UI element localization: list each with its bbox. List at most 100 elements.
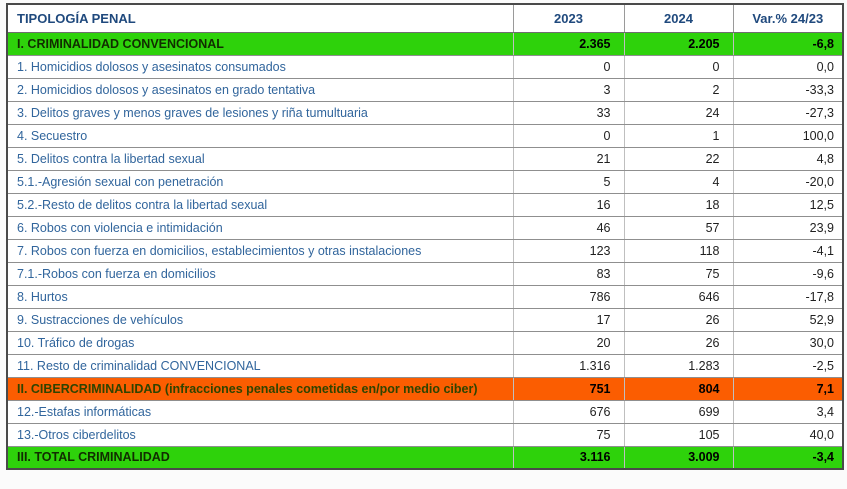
value-2023: 3 [513,78,625,102]
row-label: 3. Delitos graves y menos graves de lesi… [7,101,514,125]
value-2023: 75 [513,423,625,447]
value-2024: 699 [624,400,734,424]
value-2024: 24 [624,101,734,125]
column-header-2023: 2023 [513,4,625,33]
table-row: 1. Homicidios dolosos y asesinatos consu… [7,55,844,79]
value-2024: 22 [624,147,734,171]
value-2024: 804 [624,377,734,401]
value-2023: 33 [513,101,625,125]
value-2023: 16 [513,193,625,217]
value-var-percent: -9,6 [733,262,844,286]
value-var-percent: 23,9 [733,216,844,240]
value-var-percent: 7,1 [733,377,844,401]
row-label: 8. Hurtos [7,285,514,309]
value-2024: 105 [624,423,734,447]
table-row: 4. Secuestro 0 1 100,0 [7,124,844,148]
value-2024: 118 [624,239,734,263]
table-row: 13.-Otros ciberdelitos 75 105 40,0 [7,423,844,447]
value-2023: 676 [513,400,625,424]
value-2024: 26 [624,308,734,332]
value-2024: 4 [624,170,734,194]
value-2024: 57 [624,216,734,240]
table-row: 12.-Estafas informáticas 676 699 3,4 [7,400,844,424]
row-label: 2. Homicidios dolosos y asesinatos en gr… [7,78,514,102]
value-var-percent: 0,0 [733,55,844,79]
value-var-percent: 4,8 [733,147,844,171]
header-row: TIPOLOGÍA PENAL 2023 2024 Var.% 24/23 [7,4,844,33]
value-var-percent: 3,4 [733,400,844,424]
table-row: III. TOTAL CRIMINALIDAD 3.116 3.009 -3,4 [7,446,844,470]
value-2023: 20 [513,331,625,355]
row-label: II. CIBERCRIMINALIDAD (infracciones pena… [7,377,514,401]
row-label: 5.2.-Resto de delitos contra la libertad… [7,193,514,217]
row-label: 6. Robos con violencia e intimidación [7,216,514,240]
crime-typology-table: TIPOLOGÍA PENAL 2023 2024 Var.% 24/23 I.… [6,3,844,470]
value-var-percent: 12,5 [733,193,844,217]
table-row: 10. Tráfico de drogas 20 26 30,0 [7,331,844,355]
row-label: 11. Resto de criminalidad CONVENCIONAL [7,354,514,378]
row-label: 5. Delitos contra la libertad sexual [7,147,514,171]
value-2023: 0 [513,55,625,79]
row-label: 12.-Estafas informáticas [7,400,514,424]
value-2024: 0 [624,55,734,79]
table-body: I. CRIMINALIDAD CONVENCIONAL 2.365 2.205… [7,32,844,470]
row-label: 5.1.-Agresión sexual con penetración [7,170,514,194]
value-2024: 18 [624,193,734,217]
row-label: 7.1.-Robos con fuerza en domicilios [7,262,514,286]
table-row: 2. Homicidios dolosos y asesinatos en gr… [7,78,844,102]
value-2023: 3.116 [513,446,625,470]
row-label: 1. Homicidios dolosos y asesinatos consu… [7,55,514,79]
table-row: 11. Resto de criminalidad CONVENCIONAL 1… [7,354,844,378]
table-row: 6. Robos con violencia e intimidación 46… [7,216,844,240]
table-row: 7. Robos con fuerza en domicilios, estab… [7,239,844,263]
value-var-percent: -6,8 [733,32,844,56]
row-label: III. TOTAL CRIMINALIDAD [7,446,514,470]
value-2023: 83 [513,262,625,286]
row-label: 10. Tráfico de drogas [7,331,514,355]
value-var-percent: -2,5 [733,354,844,378]
value-2023: 786 [513,285,625,309]
table-row: 7.1.-Robos con fuerza en domicilios 83 7… [7,262,844,286]
value-var-percent: -17,8 [733,285,844,309]
crime-typology-table-sheet: TIPOLOGÍA PENAL 2023 2024 Var.% 24/23 I.… [6,3,844,470]
value-2024: 2.205 [624,32,734,56]
row-label: I. CRIMINALIDAD CONVENCIONAL [7,32,514,56]
table-row: 9. Sustracciones de vehículos 17 26 52,9 [7,308,844,332]
table-header: TIPOLOGÍA PENAL 2023 2024 Var.% 24/23 [7,4,844,33]
row-label: 4. Secuestro [7,124,514,148]
value-2023: 2.365 [513,32,625,56]
row-label: 9. Sustracciones de vehículos [7,308,514,332]
table-row: 8. Hurtos 786 646 -17,8 [7,285,844,309]
value-var-percent: -3,4 [733,446,844,470]
value-var-percent: 30,0 [733,331,844,355]
column-header-var-percent: Var.% 24/23 [733,4,844,33]
value-var-percent: 40,0 [733,423,844,447]
value-2024: 75 [624,262,734,286]
table-row: 5. Delitos contra la libertad sexual 21 … [7,147,844,171]
value-2024: 1.283 [624,354,734,378]
value-2023: 123 [513,239,625,263]
value-var-percent: 100,0 [733,124,844,148]
table-row: 5.2.-Resto de delitos contra la libertad… [7,193,844,217]
column-header-2024: 2024 [624,4,734,33]
value-2024: 1 [624,124,734,148]
value-2024: 3.009 [624,446,734,470]
value-2023: 17 [513,308,625,332]
table-row: 3. Delitos graves y menos graves de lesi… [7,101,844,125]
column-header-tipologia-penal: TIPOLOGÍA PENAL [7,4,514,33]
value-2023: 0 [513,124,625,148]
value-2023: 1.316 [513,354,625,378]
value-var-percent: -33,3 [733,78,844,102]
value-2023: 21 [513,147,625,171]
row-label: 7. Robos con fuerza en domicilios, estab… [7,239,514,263]
value-2024: 2 [624,78,734,102]
value-2023: 5 [513,170,625,194]
value-2023: 751 [513,377,625,401]
row-label: 13.-Otros ciberdelitos [7,423,514,447]
value-2023: 46 [513,216,625,240]
value-2024: 646 [624,285,734,309]
value-2024: 26 [624,331,734,355]
table-row: I. CRIMINALIDAD CONVENCIONAL 2.365 2.205… [7,32,844,56]
value-var-percent: 52,9 [733,308,844,332]
table-row: 5.1.-Agresión sexual con penetración 5 4… [7,170,844,194]
